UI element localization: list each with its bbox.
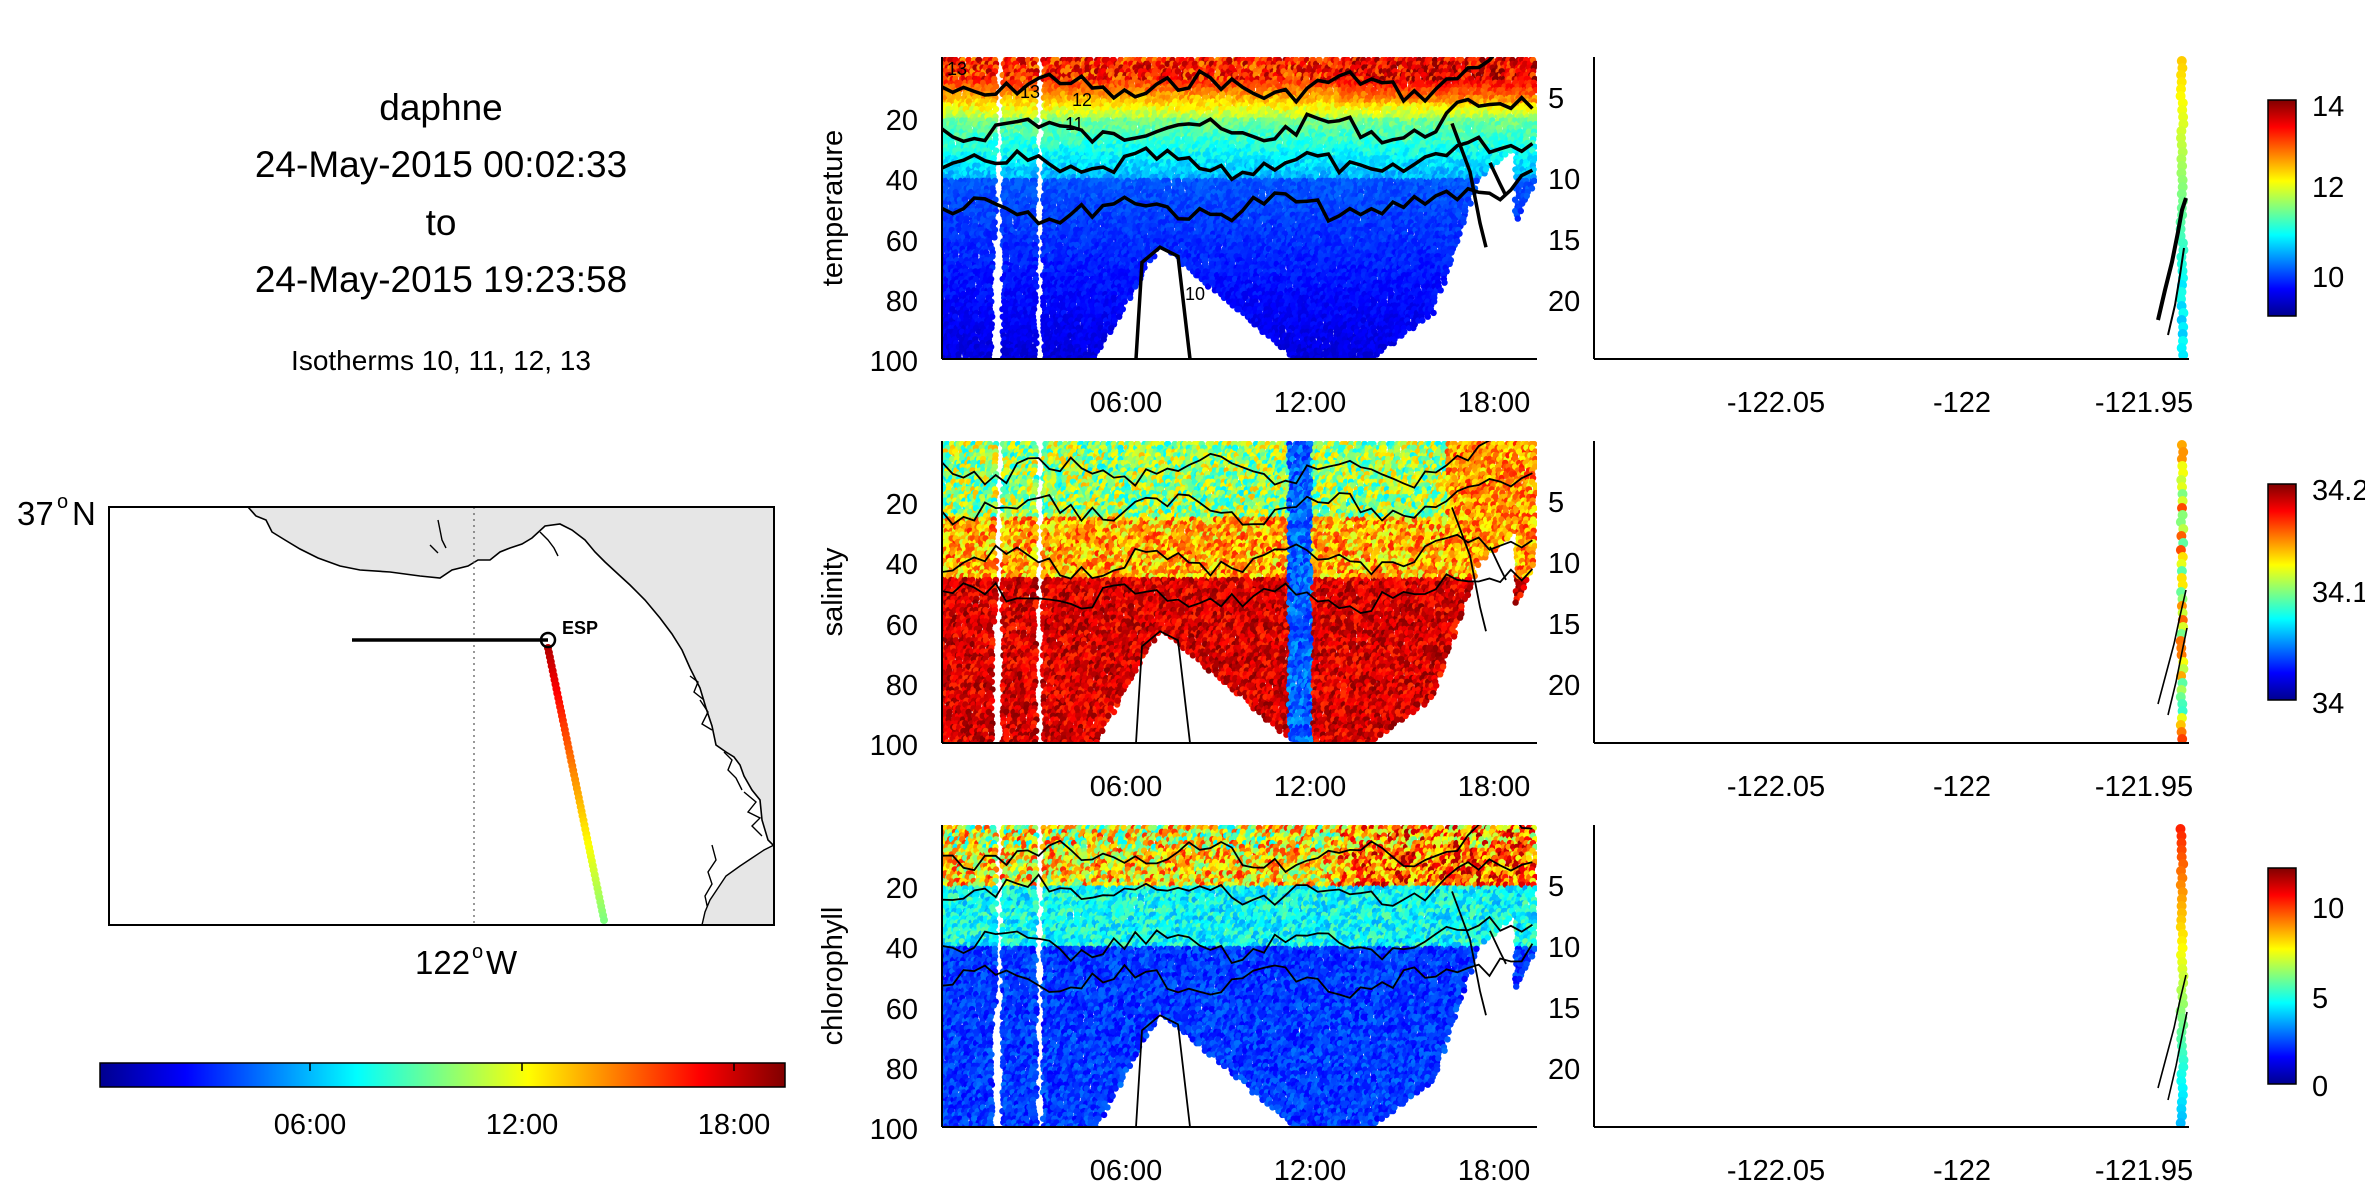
end-time: 24-May-2015 19:23:58 xyxy=(255,259,627,300)
time-tick-label: 12:00 xyxy=(486,1109,559,1141)
temperature-section-points xyxy=(942,57,1537,359)
lat-value: 37 xyxy=(17,495,54,532)
track-point xyxy=(600,916,608,924)
track-map: ESP 37 o N 122 o W xyxy=(17,491,775,981)
section-point xyxy=(1097,343,1104,351)
to-label: to xyxy=(426,202,457,243)
section-point xyxy=(1127,294,1134,301)
map-frame xyxy=(108,506,775,926)
lon-value: 122 xyxy=(415,944,470,981)
time-colorbar: 06:00 12:00 18:00 xyxy=(99,1062,786,1141)
lon-label: 122 o W xyxy=(415,941,518,981)
section-point xyxy=(991,234,998,241)
esp-label: ESP xyxy=(562,618,598,638)
section-point xyxy=(1132,283,1139,290)
vehicle-title: daphne xyxy=(379,87,502,128)
time-colorbar-frame xyxy=(99,1062,786,1088)
section-point xyxy=(1119,306,1127,313)
lat-label: 37 o N xyxy=(17,491,96,532)
lon-degree: o xyxy=(472,941,483,963)
isotherms-label: Isotherms 10, 11, 12, 13 xyxy=(291,345,591,376)
section-point xyxy=(1100,336,1108,343)
time-tick-label: 18:00 xyxy=(698,1109,771,1141)
map-land xyxy=(246,506,775,848)
section-point xyxy=(1108,324,1115,332)
lat-degree: o xyxy=(57,491,68,513)
section-point xyxy=(1121,298,1128,305)
start-time: 24-May-2015 00:02:33 xyxy=(255,144,627,185)
lon-hemisphere: W xyxy=(486,944,518,981)
lat-hemisphere: N xyxy=(72,495,96,532)
esp-station-marker xyxy=(539,631,557,649)
map-coast-detail xyxy=(429,519,763,926)
time-colorbar-gradient xyxy=(100,1063,785,1087)
temperature-section-panel: 13 13 12 11 10 temperature 20 40 60 80 1… xyxy=(817,57,1537,419)
section-point xyxy=(1116,313,1123,320)
time-tick-label: 06:00 xyxy=(274,1109,347,1141)
